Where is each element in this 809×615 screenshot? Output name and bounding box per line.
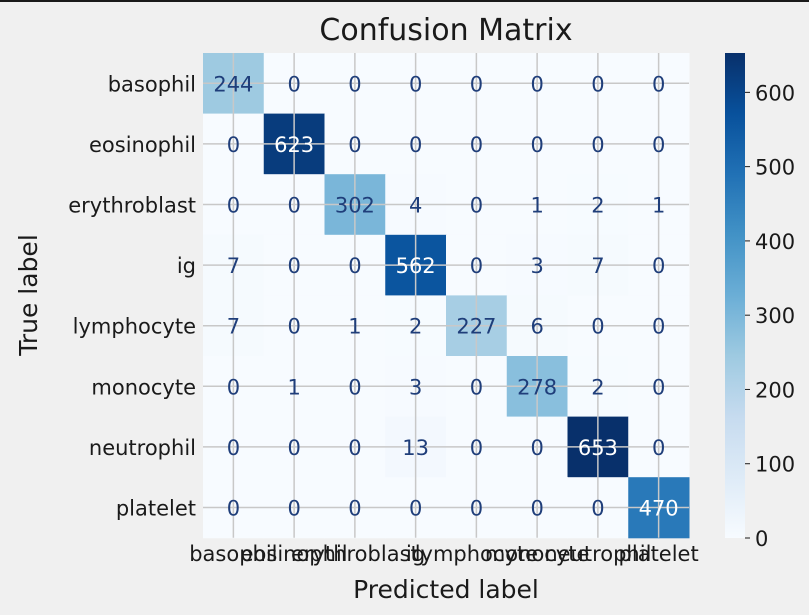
cell-value: 0 — [348, 375, 361, 399]
cell-value: 0 — [287, 497, 300, 521]
cell-value: 0 — [227, 497, 240, 521]
cell-value: 0 — [470, 436, 483, 460]
cell-value: 1 — [348, 315, 361, 339]
cell-value: 0 — [470, 497, 483, 521]
cell-value: 3 — [409, 375, 422, 399]
cell-value: 0 — [227, 375, 240, 399]
cell-value: 0 — [227, 436, 240, 460]
colorbar-tick-label: 400 — [755, 230, 795, 254]
heatmap-cells — [203, 53, 690, 539]
cell-value: 0 — [530, 133, 543, 157]
cell-value: 0 — [287, 194, 300, 218]
y-tick-label: lymphocyte — [73, 315, 196, 339]
y-tick-label: platelet — [116, 497, 196, 521]
cell-value: 470 — [639, 497, 679, 521]
y-tick-label: monocyte — [91, 375, 196, 399]
cell-value: 0 — [652, 436, 665, 460]
cell-value: 0 — [591, 133, 604, 157]
cell-value: 653 — [578, 436, 618, 460]
cell-value: 13 — [402, 436, 429, 460]
x-tick-label: erythroblast — [291, 542, 419, 566]
cell-value: 0 — [591, 72, 604, 96]
x-tick-label: lymphocyte — [415, 542, 538, 566]
cell-value: 1 — [530, 194, 543, 218]
cell-value: 0 — [652, 133, 665, 157]
cell-value: 7 — [227, 254, 240, 278]
colorbar-tick-label: 200 — [755, 378, 795, 402]
cell-value: 2 — [409, 315, 422, 339]
cell-value: 0 — [652, 72, 665, 96]
cell-value: 562 — [396, 254, 436, 278]
cell-value: 0 — [591, 497, 604, 521]
cell-value: 0 — [470, 375, 483, 399]
x-axis-label: Predicted label — [353, 575, 539, 604]
cell-value: 1 — [287, 375, 300, 399]
cell-value: 623 — [274, 133, 314, 157]
cell-value: 0 — [470, 194, 483, 218]
cell-value: 0 — [409, 72, 422, 96]
cell-value: 244 — [213, 72, 253, 96]
colorbar — [725, 53, 745, 538]
cell-value: 0 — [348, 254, 361, 278]
cell-value: 0 — [591, 315, 604, 339]
cell-value: 0 — [348, 72, 361, 96]
x-tick-label: ig — [406, 542, 425, 566]
cell-value-labels: 244 0 0 0 0 0 0 00 623 0 0 0 0 0 00 0 302 4 0 1 2 17 0 0 562 0 3 7 0… — [213, 72, 678, 520]
x-tick-label: neutrophil — [544, 542, 651, 566]
cell-value: 0 — [652, 315, 665, 339]
colorbar-tick-label: 300 — [755, 304, 795, 328]
x-tick-label: basophil — [189, 542, 277, 566]
colorbar-tick-label: 600 — [755, 81, 795, 105]
colorbar-tick-label: 0 — [755, 527, 768, 551]
cell-value: 0 — [470, 72, 483, 96]
cell-value: 0 — [530, 436, 543, 460]
cell-value: 0 — [227, 133, 240, 157]
y-axis-label: True label — [14, 234, 43, 357]
cell-value: 0 — [530, 497, 543, 521]
chart-title: Confusion Matrix — [319, 13, 572, 48]
cell-value: 0 — [287, 254, 300, 278]
colorbar-tick-label: 100 — [755, 453, 795, 477]
colorbar-tick-label: 500 — [755, 156, 795, 180]
y-tick-label: erythroblast — [68, 194, 196, 218]
y-tick-label: ig — [177, 254, 196, 278]
cell-value: 4 — [409, 194, 422, 218]
y-tick-label: eosinophil — [89, 133, 196, 157]
colorbar-ticks: 0 100 200 300 400 500 600 — [745, 81, 795, 551]
cell-value: 227 — [456, 315, 496, 339]
heatmap-gridlines — [203, 53, 689, 538]
cell-value: 6 — [530, 315, 543, 339]
cell-value: 2 — [591, 375, 604, 399]
cell-value: 7 — [591, 254, 604, 278]
cell-value: 0 — [409, 497, 422, 521]
y-tick-labels: basophil eosinophil erythroblast ig lymphocy… — [68, 72, 196, 520]
x-tick-label: eosinophil — [241, 542, 348, 566]
cell-value: 0 — [227, 194, 240, 218]
cell-value: 0 — [409, 133, 422, 157]
y-tick-label: basophil — [108, 72, 196, 96]
cell-value: 0 — [348, 497, 361, 521]
cell-value: 278 — [517, 375, 557, 399]
cell-value: 3 — [530, 254, 543, 278]
cell-value: 0 — [530, 72, 543, 96]
cell-value: 0 — [287, 72, 300, 96]
cell-value: 302 — [335, 194, 375, 218]
cell-value: 0 — [348, 133, 361, 157]
cell-value: 0 — [287, 436, 300, 460]
cell-value: 0 — [470, 254, 483, 278]
x-tick-labels: basophileosinophilerythroblastiglymphocy… — [189, 542, 698, 566]
cell-value: 7 — [227, 315, 240, 339]
y-tick-label: neutrophil — [89, 436, 196, 460]
cell-value: 1 — [652, 194, 665, 218]
x-tick-label: monocyte — [485, 542, 590, 566]
x-tick-label: platelet — [619, 542, 699, 566]
cell-value: 0 — [470, 133, 483, 157]
cell-value: 0 — [287, 315, 300, 339]
cell-value: 0 — [652, 254, 665, 278]
cell-value: 0 — [652, 375, 665, 399]
cell-value: 0 — [348, 436, 361, 460]
cell-value: 2 — [591, 194, 604, 218]
top-border — [0, 0, 809, 2]
